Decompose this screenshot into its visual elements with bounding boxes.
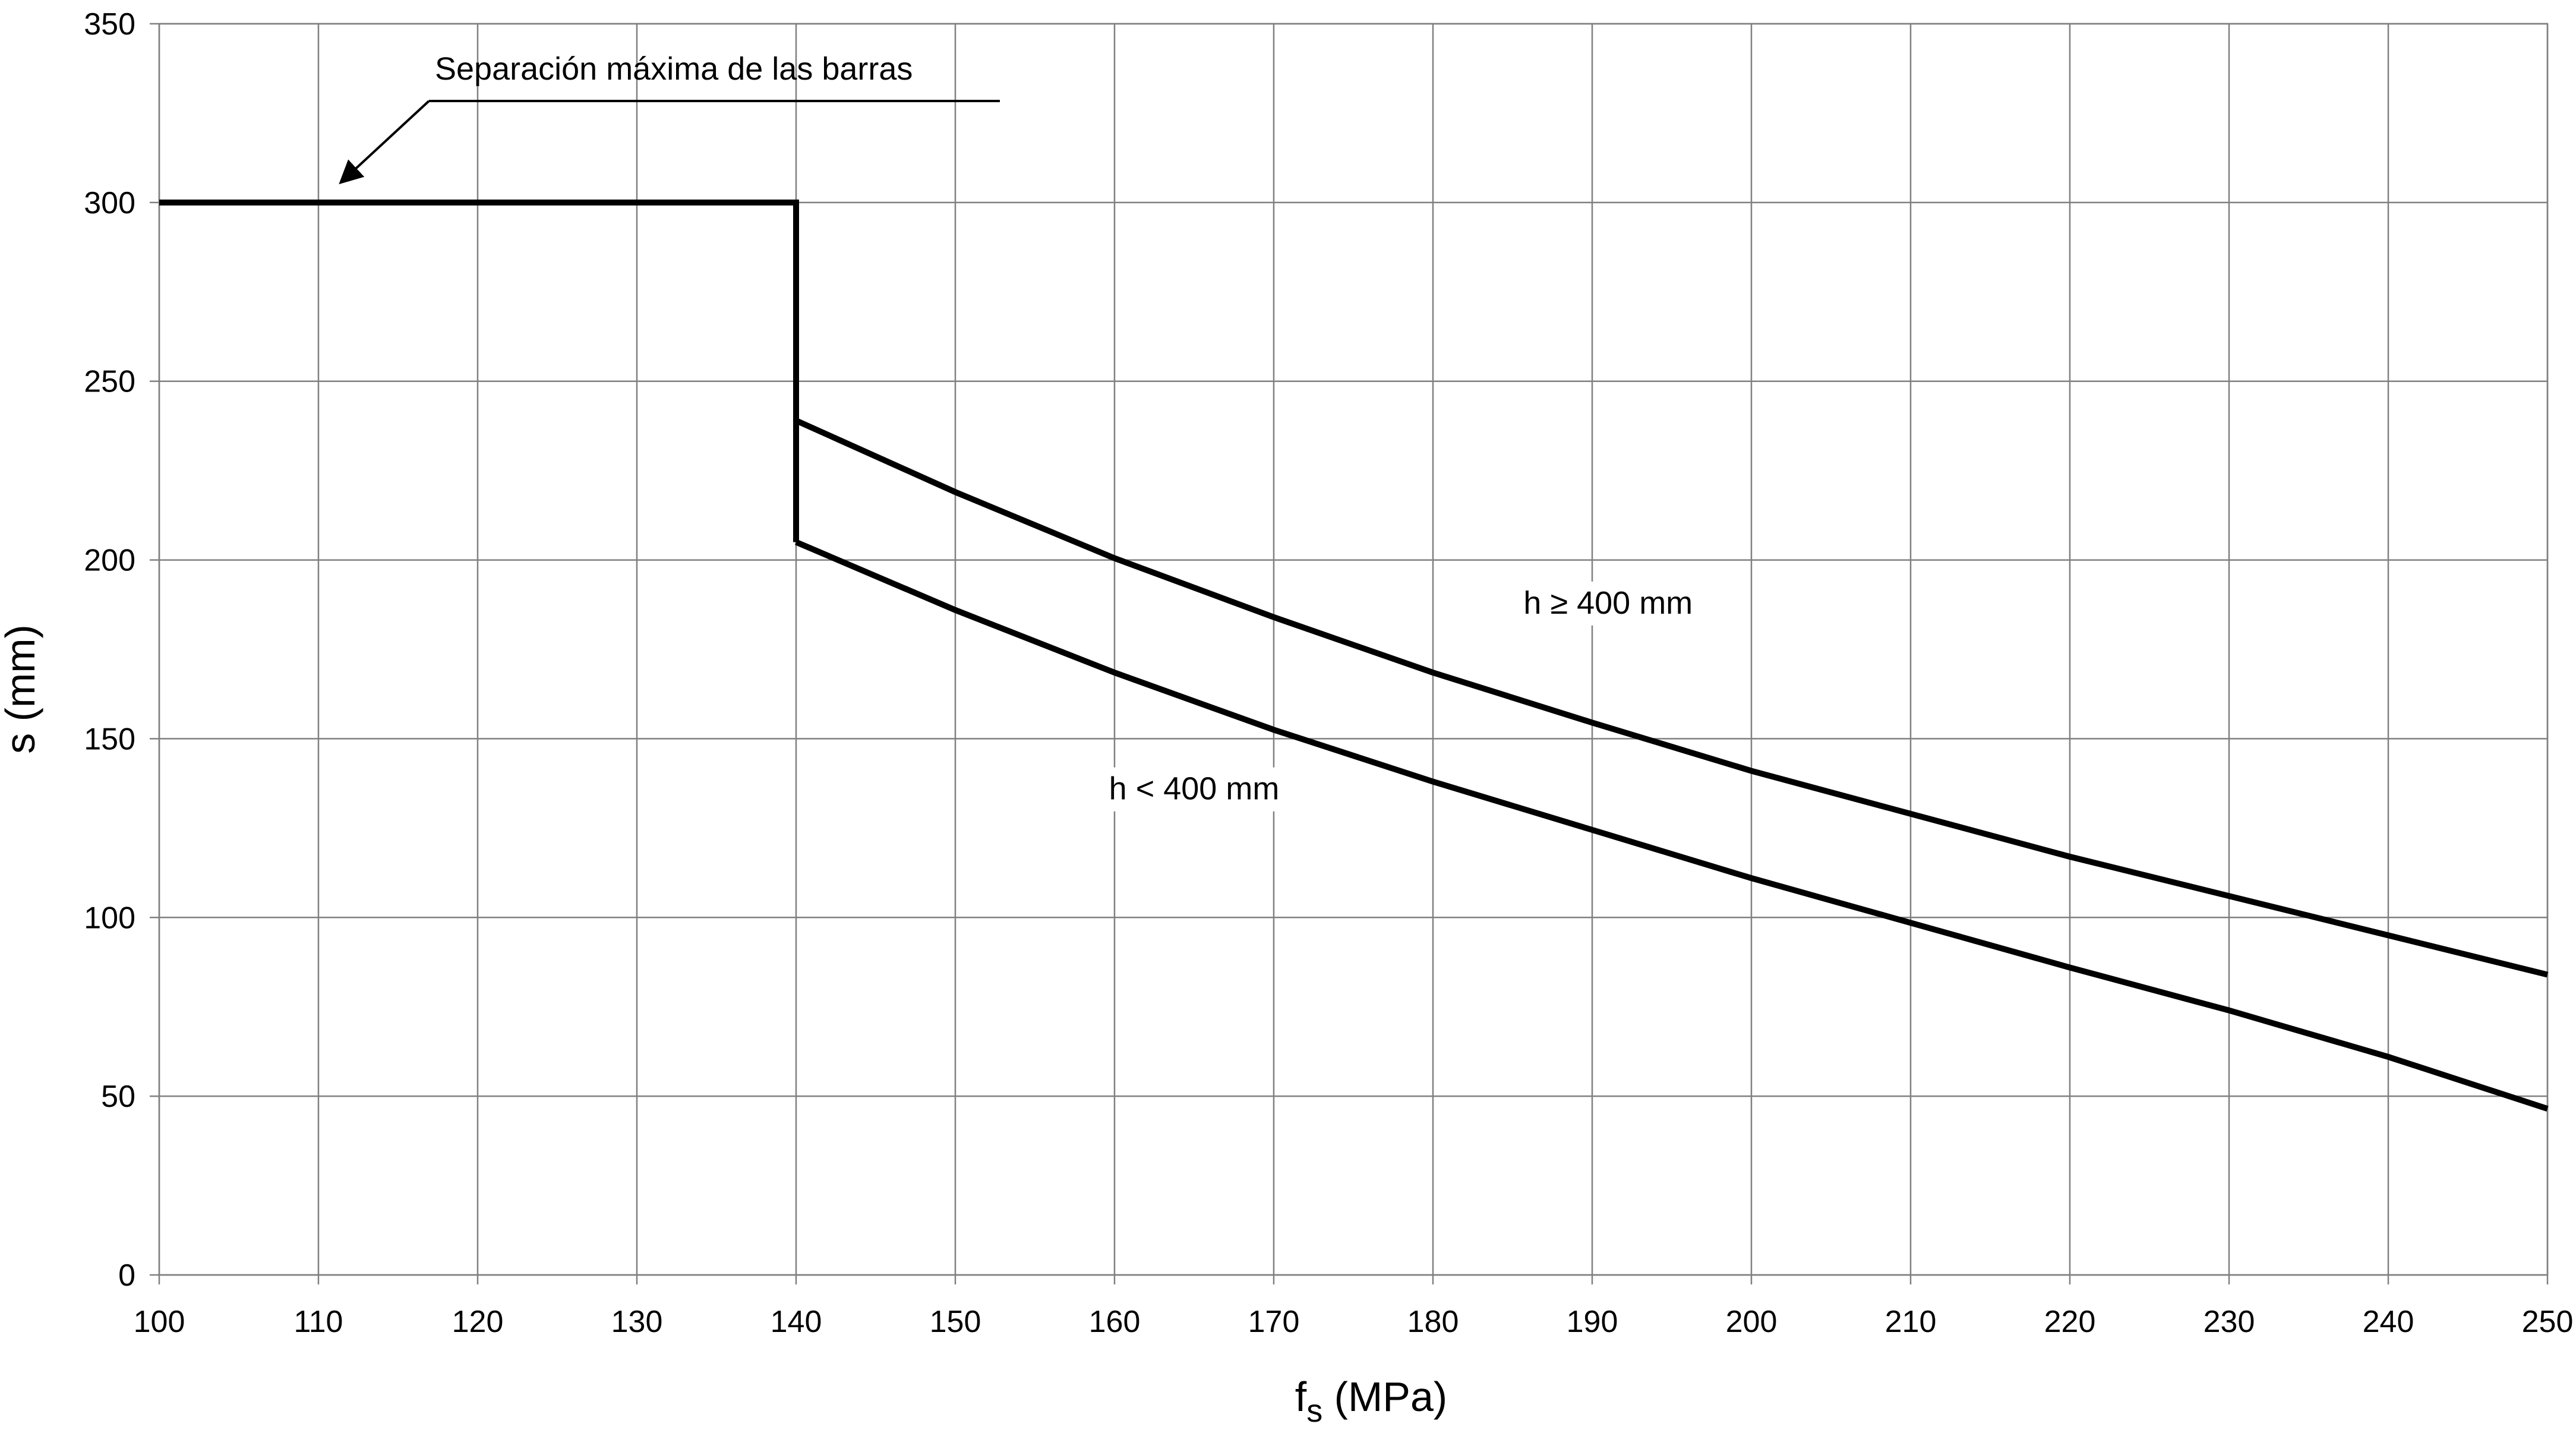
y-tick-label: 100 xyxy=(84,901,135,935)
plot-frame xyxy=(158,23,2549,1276)
x-tick-label: 100 xyxy=(134,1305,185,1339)
y-tick-label: 50 xyxy=(101,1079,135,1114)
x-tick-label: 110 xyxy=(294,1305,343,1339)
series xyxy=(159,199,2549,1112)
x-tick-label: 230 xyxy=(2204,1305,2255,1339)
y-tick-label: 0 xyxy=(118,1258,135,1293)
x-tick-label: 220 xyxy=(2044,1305,2096,1339)
x-axis-title: fs (MPa) xyxy=(1295,1374,1447,1429)
x-axis-title-main: f xyxy=(1295,1374,1307,1420)
annotation-label: Separación máxima de las barras xyxy=(435,51,913,87)
series-label: h < 400 mm xyxy=(1109,771,1280,807)
y-tick-label: 150 xyxy=(84,722,135,756)
x-tick-label: 140 xyxy=(771,1305,822,1339)
x-tick-label: 160 xyxy=(1089,1305,1141,1339)
annotation-background xyxy=(1501,581,1715,626)
x-axis-title-unit: (MPa) xyxy=(1322,1374,1447,1420)
tick-labels: 100 110 120 130 140 150 160 170 180 190 200 210 220 2… xyxy=(84,7,2573,1339)
y-tick-label: 350 xyxy=(84,7,135,42)
annotations: Separación máxima de las barras h ≥ 400 m… xyxy=(339,51,1715,812)
x-tick-label: 190 xyxy=(1567,1305,1618,1339)
x-tick-label: 120 xyxy=(452,1305,504,1339)
annotation-arrow xyxy=(339,100,430,185)
x-tick-label: 150 xyxy=(930,1305,981,1339)
x-tick-label: 170 xyxy=(1248,1305,1300,1339)
series-line-2 xyxy=(795,539,2549,1112)
series-line-0 xyxy=(159,199,799,542)
x-tick-label: 200 xyxy=(1726,1305,1778,1339)
series-line-1 xyxy=(794,418,2549,978)
grid xyxy=(150,23,2549,1284)
axes xyxy=(158,23,2549,1276)
x-tick-label: 240 xyxy=(2363,1305,2414,1339)
x-tick-label: 180 xyxy=(1407,1305,1459,1339)
x-axis-title-subscript: s xyxy=(1306,1393,1322,1429)
x-tick-label: 130 xyxy=(611,1305,663,1339)
x-tick-label: 210 xyxy=(1885,1305,1937,1339)
y-tick-label: 250 xyxy=(84,365,135,399)
annotation-background xyxy=(1087,767,1301,812)
series-label: h ≥ 400 mm xyxy=(1523,585,1693,621)
y-axis-title: s (mm) xyxy=(0,624,43,754)
y-tick-label: 200 xyxy=(84,544,135,578)
x-tick-label: 250 xyxy=(2522,1305,2574,1339)
y-tick-label: 300 xyxy=(84,186,135,220)
